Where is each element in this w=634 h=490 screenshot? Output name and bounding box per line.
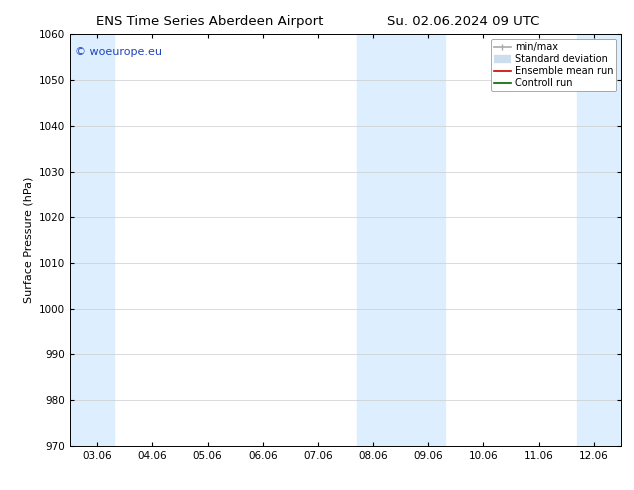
Text: ENS Time Series Aberdeen Airport: ENS Time Series Aberdeen Airport <box>96 15 323 28</box>
Legend: min/max, Standard deviation, Ensemble mean run, Controll run: min/max, Standard deviation, Ensemble me… <box>491 39 616 91</box>
Bar <box>70 34 114 446</box>
Text: Su. 02.06.2024 09 UTC: Su. 02.06.2024 09 UTC <box>387 15 539 28</box>
Y-axis label: Surface Pressure (hPa): Surface Pressure (hPa) <box>23 177 33 303</box>
Bar <box>577 34 621 446</box>
Bar <box>356 34 445 446</box>
Text: © woeurope.eu: © woeurope.eu <box>75 47 162 57</box>
